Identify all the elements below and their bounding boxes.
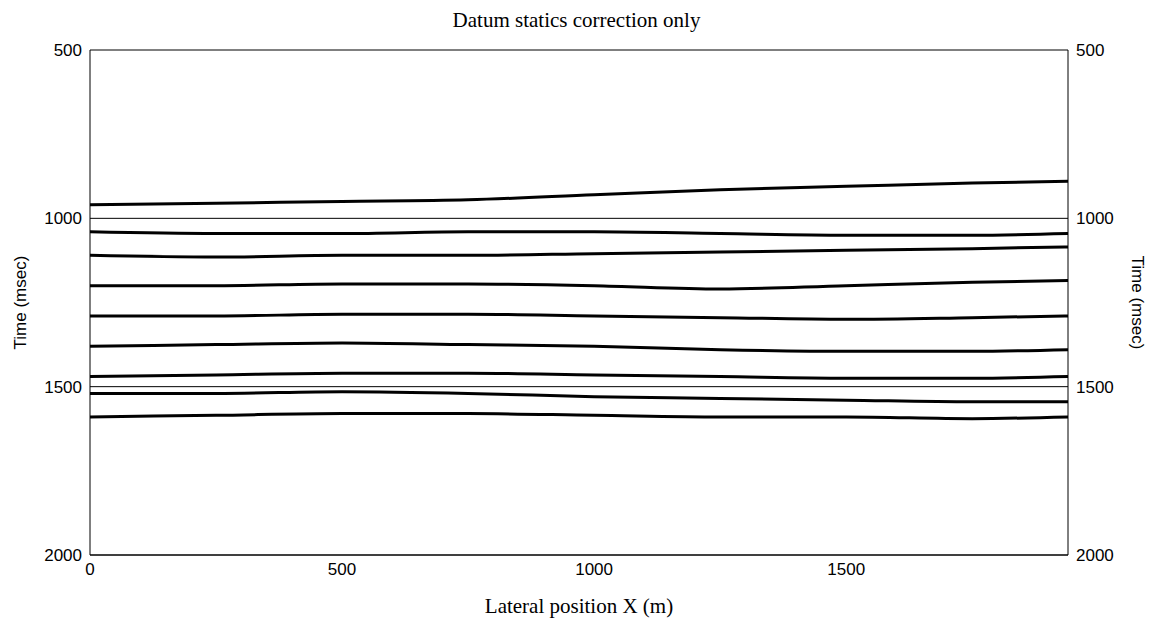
svg-text:Time (msec): Time (msec)	[1128, 256, 1147, 350]
html-text:Datum statics correction only: Datum statics correction only	[452, 8, 701, 32]
svg-text:1500: 1500	[827, 560, 865, 579]
svg-text:0: 0	[85, 560, 94, 579]
svg-text:Time (msec): Time (msec)	[11, 256, 30, 350]
svg-text:1500: 1500	[44, 378, 82, 397]
svg-text:500: 500	[54, 41, 82, 60]
svg-text:1000: 1000	[1076, 209, 1114, 228]
svg-text:2000: 2000	[44, 546, 82, 565]
svg-text:1000: 1000	[575, 560, 613, 579]
svg-text:500: 500	[1076, 41, 1104, 60]
svg-text:2000: 2000	[1076, 546, 1114, 565]
svg-text:Lateral position X (m): Lateral position X (m)	[485, 594, 673, 618]
svg-text:500: 500	[328, 560, 356, 579]
svg-text:1000: 1000	[44, 209, 82, 228]
svg-text:1500: 1500	[1076, 378, 1114, 397]
